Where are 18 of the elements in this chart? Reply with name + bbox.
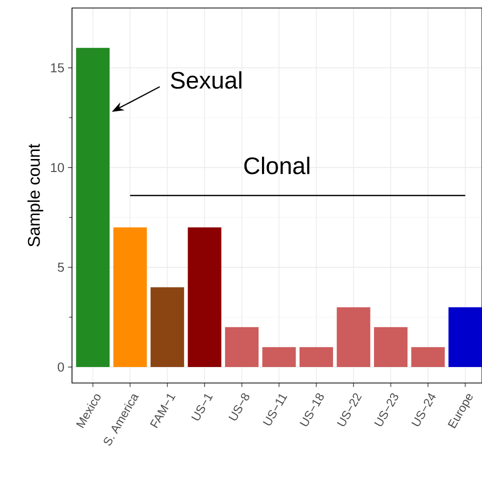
bar [225,327,259,368]
y-tick-label: 5 [58,262,64,272]
bar [76,48,110,368]
y-tick-label: 0 [58,362,64,372]
bar [411,347,445,368]
bar [374,327,408,368]
y-axis-title: Sample count [27,144,44,247]
annotation: Sexual [170,71,242,89]
y-tick-label: 15 [51,63,64,72]
bar [188,227,222,368]
bar [336,307,370,368]
annotation: Clonal [244,156,310,174]
bar [150,287,184,368]
bar [262,347,296,368]
bar [300,347,334,368]
y-tick-label: 10 [51,162,64,172]
bar [448,307,482,368]
bar [113,227,147,368]
